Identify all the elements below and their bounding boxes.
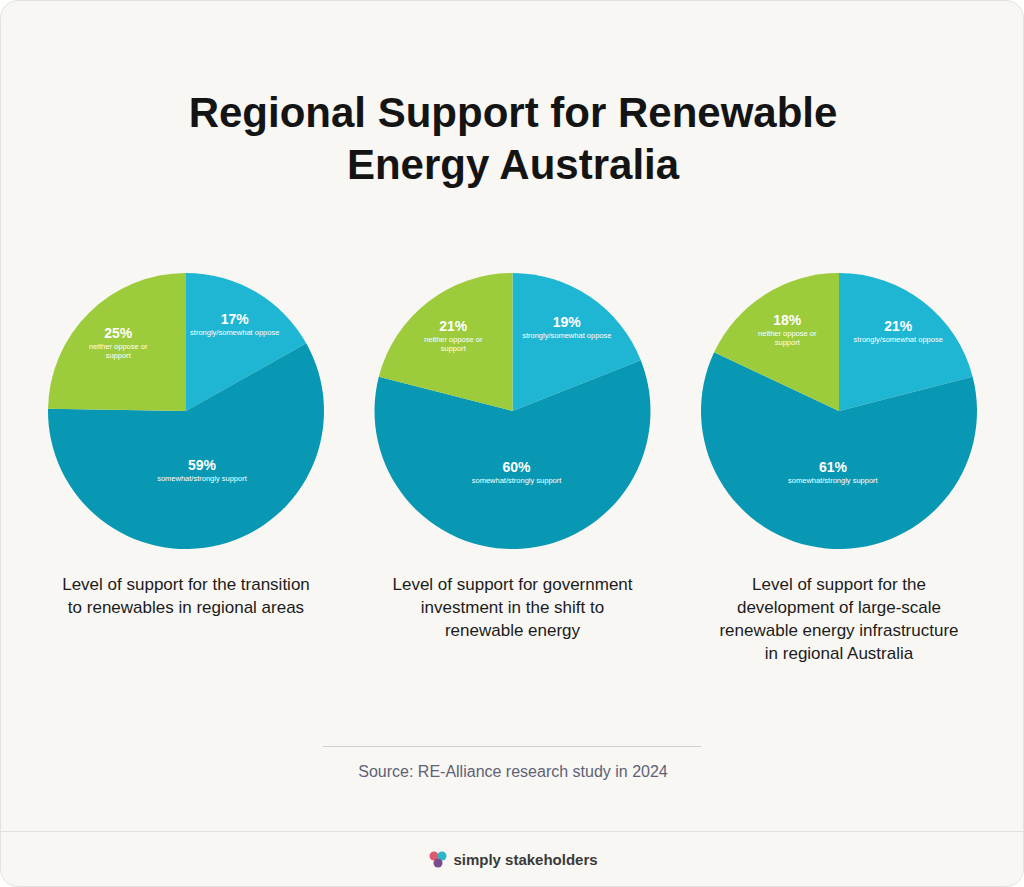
separator xyxy=(323,746,701,747)
pie-slice xyxy=(48,273,186,411)
chart-caption: Level of support for the transition to r… xyxy=(60,573,312,619)
category-label: strongly/somewhat oppose xyxy=(190,328,279,337)
category-label: neither oppose orsupport xyxy=(89,342,148,360)
category-label: somewhat/strongly support xyxy=(472,476,563,485)
category-label: strongly/somewhat oppose xyxy=(522,331,611,340)
chart-caption: Level of support for government investme… xyxy=(387,573,639,642)
value-label: 21% xyxy=(884,318,913,334)
category-label: somewhat/strongly support xyxy=(788,476,879,485)
category-label: neither oppose orsupport xyxy=(424,335,483,353)
value-label: 17% xyxy=(221,311,250,327)
pies: 17%strongly/somewhat oppose59%somewhat/s… xyxy=(1,1,1024,887)
pie-slice xyxy=(379,273,513,411)
card: Regional Support for Renewable Energy Au… xyxy=(0,0,1024,887)
brand: simply stakeholders xyxy=(313,849,713,869)
source-note: Source: RE-Alliance research study in 20… xyxy=(213,763,813,781)
value-label: 18% xyxy=(773,312,802,328)
category-label: strongly/somewhat oppose xyxy=(854,335,943,344)
pie xyxy=(375,273,651,549)
value-label: 21% xyxy=(439,318,468,334)
brand-name: simply stakeholders xyxy=(453,851,597,868)
pie xyxy=(48,273,324,549)
value-label: 60% xyxy=(503,459,532,475)
value-label: 61% xyxy=(819,459,848,475)
category-label: neither oppose orsupport xyxy=(758,329,817,347)
pie-slice xyxy=(714,273,839,411)
pie xyxy=(701,273,977,549)
category-label: somewhat/strongly support xyxy=(157,474,248,483)
value-label: 19% xyxy=(553,314,582,330)
brand-logo xyxy=(428,849,448,869)
page-title: Regional Support for Renewable Energy Au… xyxy=(153,87,873,191)
chart-caption: Level of support for the development of … xyxy=(713,573,965,665)
pie-slice xyxy=(375,360,651,549)
value-label: 59% xyxy=(188,457,217,473)
footer-divider xyxy=(1,831,1024,832)
value-label: 25% xyxy=(104,325,133,341)
